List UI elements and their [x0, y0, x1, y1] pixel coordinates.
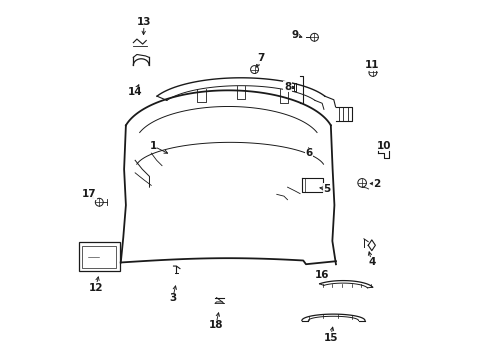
Text: 6: 6 [305, 148, 312, 158]
Text: 4: 4 [367, 257, 375, 267]
Text: 17: 17 [82, 189, 97, 199]
Text: 10: 10 [376, 141, 391, 151]
Text: 12: 12 [88, 283, 102, 293]
Bar [82, 246, 116, 268]
Bar [79, 242, 120, 271]
Text: 18: 18 [208, 320, 223, 330]
Text: 16: 16 [314, 270, 328, 280]
Text: 5: 5 [323, 184, 330, 194]
Text: 11: 11 [364, 60, 378, 70]
Text: 7: 7 [256, 53, 264, 63]
Text: 9: 9 [290, 30, 298, 40]
Text: 8: 8 [284, 82, 290, 92]
Text: 3: 3 [169, 293, 176, 303]
Text: 14: 14 [127, 87, 142, 97]
Text: 2: 2 [373, 179, 380, 189]
Text: 1: 1 [149, 141, 156, 151]
Text: 13: 13 [137, 17, 151, 27]
Text: 15: 15 [323, 333, 337, 343]
